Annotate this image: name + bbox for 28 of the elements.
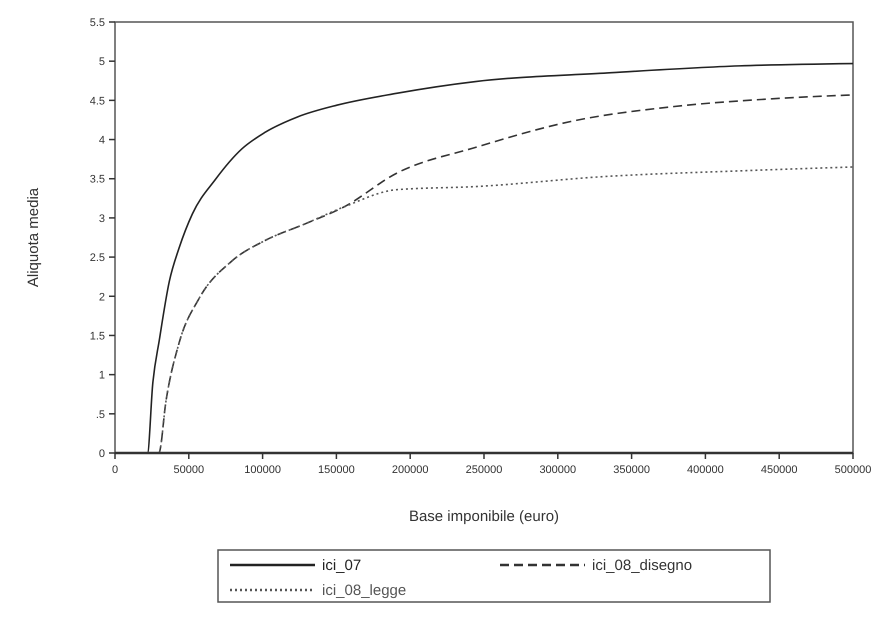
y-tick-label: 0 (98, 448, 105, 460)
x-tick-label: 150000 (318, 464, 355, 476)
x-axis-title: Base imponibile (euro) (408, 508, 560, 525)
y-axis-title: Aliquota media (25, 187, 42, 288)
x-tick-label: 350000 (613, 464, 650, 476)
y-tick-label: 4 (98, 134, 105, 147)
x-tick-label: 50000 (174, 464, 204, 476)
text: ici_08_disegno (592, 557, 692, 574)
x-tick-label: 400000 (687, 464, 724, 476)
y-tick-label: 1 (98, 370, 105, 382)
y-tick-label: .5 (96, 408, 105, 421)
x-tick-label: 0 (112, 464, 118, 476)
y-tick-label: 5 (98, 56, 105, 68)
y-tick-label: 3.5 (90, 174, 105, 186)
text: ici_08_legge (322, 582, 406, 599)
x-tick-label: 500000 (834, 464, 872, 476)
x-tick-label: 250000 (466, 464, 502, 476)
y-tick-label: 1.5 (90, 330, 105, 342)
x-tick-label: 100000 (244, 464, 281, 476)
y-tick-label: 3 (98, 212, 105, 225)
y-tick-label: 2 (98, 291, 105, 304)
x-tick-label: 450000 (760, 464, 798, 476)
y-tick-label: 2.5 (90, 252, 105, 264)
text: ici_07 (322, 557, 362, 574)
y-tick-label: 4.5 (90, 95, 105, 108)
x-tick-label: 300000 (539, 464, 576, 476)
x-tick-label: 200000 (392, 464, 429, 476)
y-tick-label: 5.5 (90, 17, 105, 29)
